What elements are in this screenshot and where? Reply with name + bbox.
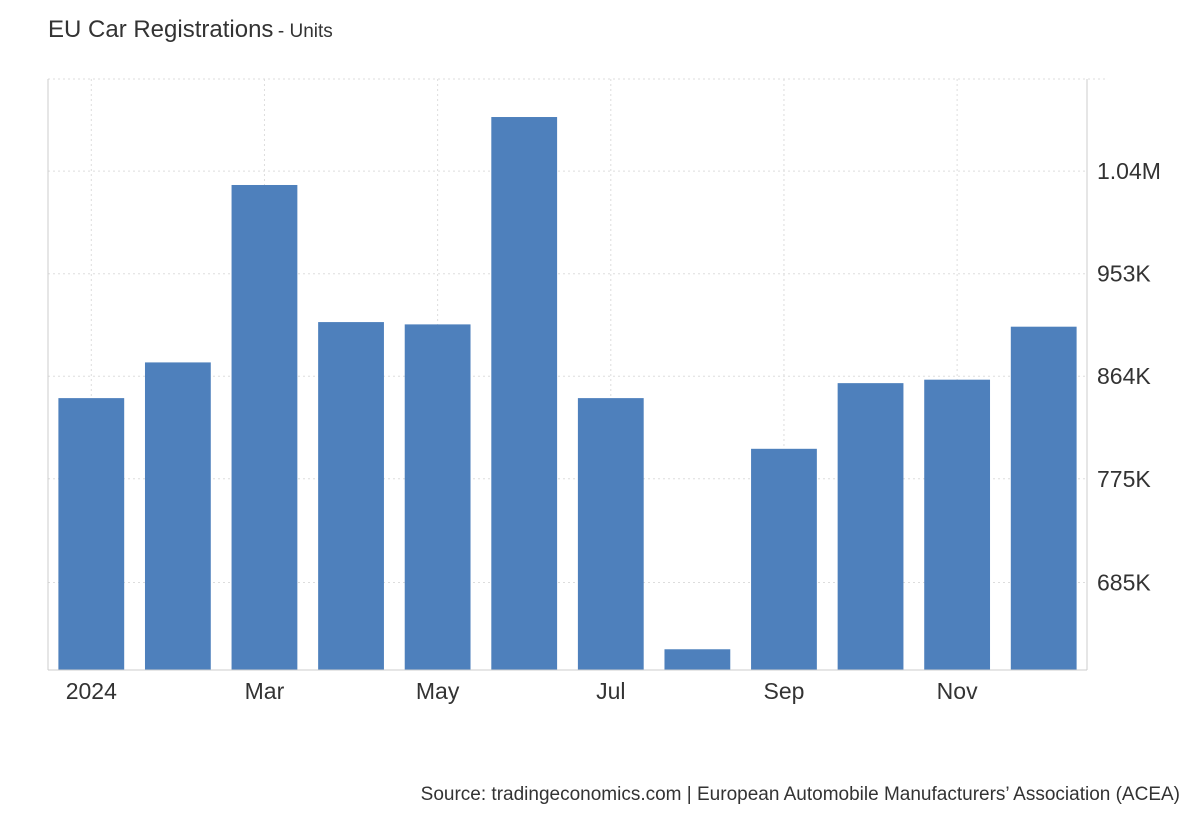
axis-layer: 1.04M 953K 864K 775K 685K 2024 Mar May Jul Sep Nov <box>47 79 1161 704</box>
bar <box>924 379 991 670</box>
chart-title: EU Car Registrations <box>48 16 274 43</box>
x-tick-label: Sep <box>763 678 804 704</box>
y-tick-label: 685K <box>1097 569 1151 595</box>
chart-subtitle: Units <box>289 21 333 42</box>
bar <box>404 324 471 670</box>
source-credit: Source: tradingeconomics.com | European … <box>420 784 1180 805</box>
y-tick-label: 864K <box>1097 363 1151 389</box>
x-tick-label: 2024 <box>66 678 117 704</box>
x-tick-label: Jul <box>596 678 625 704</box>
y-tick-label: 775K <box>1097 466 1151 492</box>
bar <box>664 649 731 670</box>
bar <box>58 398 125 670</box>
x-tick-label: Mar <box>245 678 285 704</box>
bar <box>577 398 644 670</box>
bar <box>837 383 904 670</box>
bar <box>751 448 817 670</box>
bar <box>1010 326 1077 670</box>
chart-subtitle-separator: - <box>277 21 290 42</box>
chart-title-row: EU Car Registrations - Units <box>48 16 333 44</box>
bar <box>144 362 211 670</box>
x-tick-label: May <box>416 678 460 704</box>
y-tick-label: 1.04M <box>1097 158 1161 184</box>
bars-layer <box>58 117 1077 671</box>
bar <box>491 117 558 670</box>
x-tick-label: Nov <box>937 678 978 704</box>
bar <box>231 184 298 671</box>
bar <box>318 322 384 670</box>
y-tick-label: 953K <box>1097 261 1151 287</box>
